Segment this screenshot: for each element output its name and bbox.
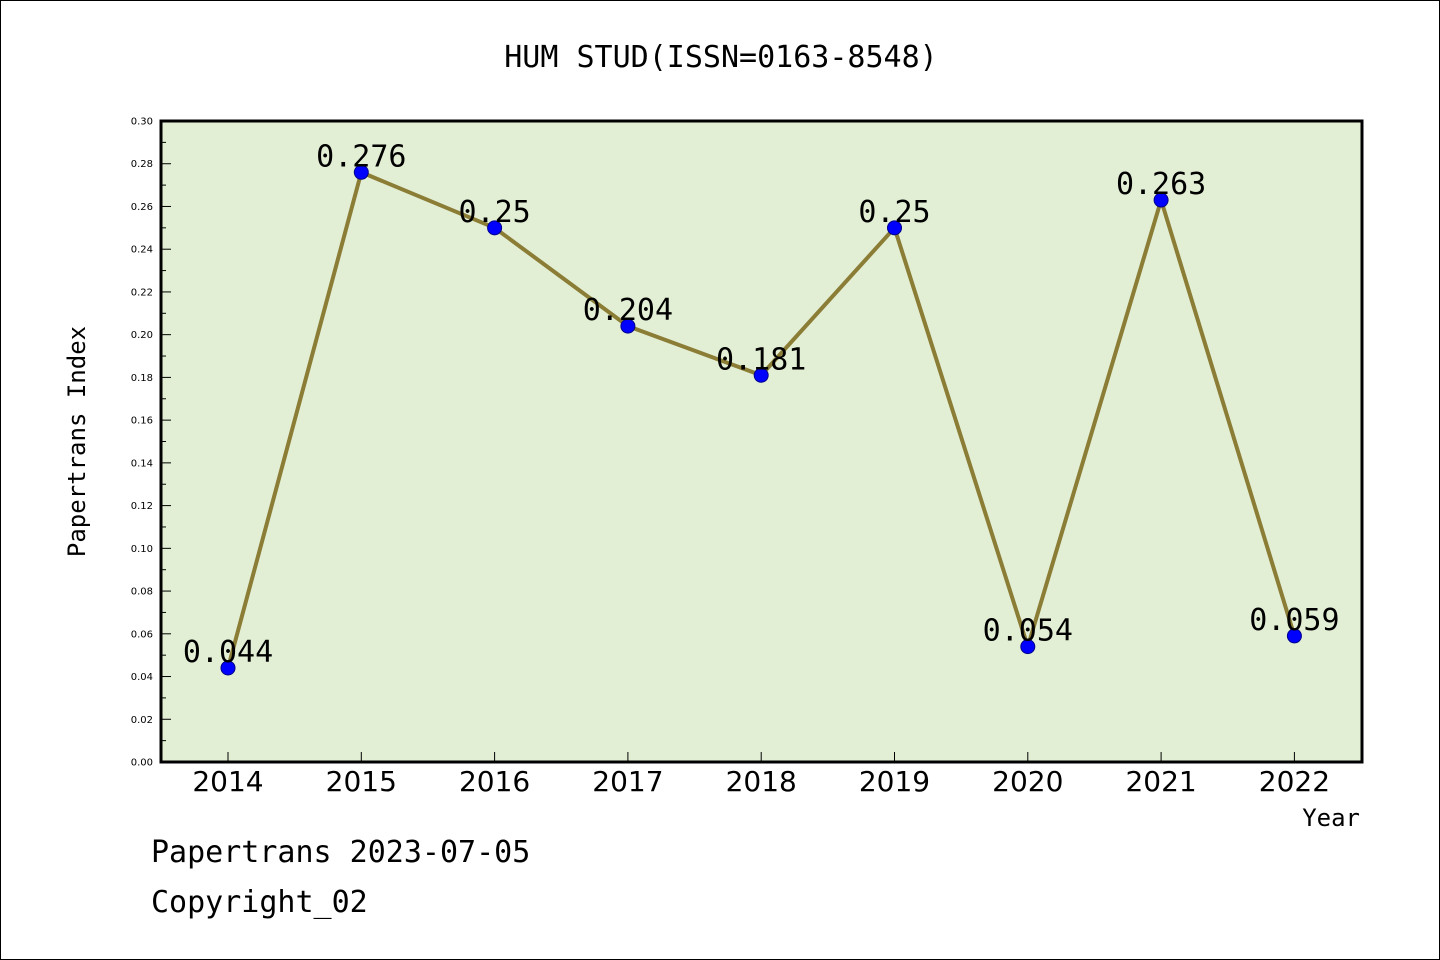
data-label: 0.054 [983,614,1073,649]
x-tick-label: 2020 [992,765,1063,798]
data-label: 0.25 [458,195,530,230]
x-tick-label: 2014 [192,765,263,798]
x-axis: 2014 2015 2016 2017 2018 2019 2020 2021 2022 [192,752,1330,798]
data-label: 0.044 [183,635,273,670]
footer-date: Papertrans 2023-07-05 [151,835,531,870]
y-axis-label: Papertrans Index [63,326,91,557]
data-points [220,164,1302,676]
data-point [220,660,236,676]
y-tick-label: 0.16 [131,416,153,427]
y-tick-label: 0.02 [131,715,153,726]
y-tick-label: 0.12 [131,501,153,512]
data-label: 0.25 [858,195,930,230]
data-point [887,220,902,236]
data-point [1286,628,1302,644]
y-tick-label: 0.00 [131,758,153,769]
y-tick-label: 0.22 [131,287,153,298]
plot-area [159,119,1364,764]
x-tick-label: 2021 [1125,765,1196,798]
data-label: 0.263 [1116,167,1206,202]
y-tick-label: 0.18 [131,373,153,384]
data-label: 0.181 [716,342,806,377]
y-tick-label: 0.04 [131,672,153,683]
data-point [620,318,636,334]
data-point [753,367,769,383]
x-tick-label: 2018 [726,765,797,798]
x-tick-label: 2017 [592,765,663,798]
y-tick-label: 0.24 [131,245,153,256]
data-point [353,164,369,180]
y-tick-label: 0.14 [131,458,153,469]
y-tick-label: 0.06 [131,629,153,640]
x-tick-label: 2022 [1259,765,1330,798]
y-axis: 0.00 0.02 0.04 0.06 0.08 0.10 0.12 0.14 0.16 0.18… [131,117,171,769]
footer-copyright: Copyright_02 [151,885,368,920]
chart-title: HUM STUD(ISSN=0163-8548) [504,40,937,75]
data-labels: 0.044 0.276 0.25 0.204 0.181 0.25 0.054 0.263 0.… [183,139,1340,670]
y-tick-label: 0.08 [131,587,153,598]
data-point [487,220,503,236]
y-tick-label: 0.30 [131,117,153,128]
data-label: 0.204 [583,293,673,328]
y-tick-label: 0.10 [131,544,153,555]
x-axis-label: Year [1302,804,1360,832]
x-tick-label: 2015 [326,765,397,798]
data-point [1020,639,1036,655]
data-point [1153,192,1169,208]
y-tick-label: 0.26 [131,202,153,213]
x-tick-label: 2019 [859,765,930,798]
data-label: 0.059 [1249,603,1339,638]
y-tick-label: 0.20 [131,330,153,341]
x-tick-label: 2016 [459,765,530,798]
data-label: 0.276 [316,139,406,174]
y-tick-label: 0.28 [131,159,153,170]
